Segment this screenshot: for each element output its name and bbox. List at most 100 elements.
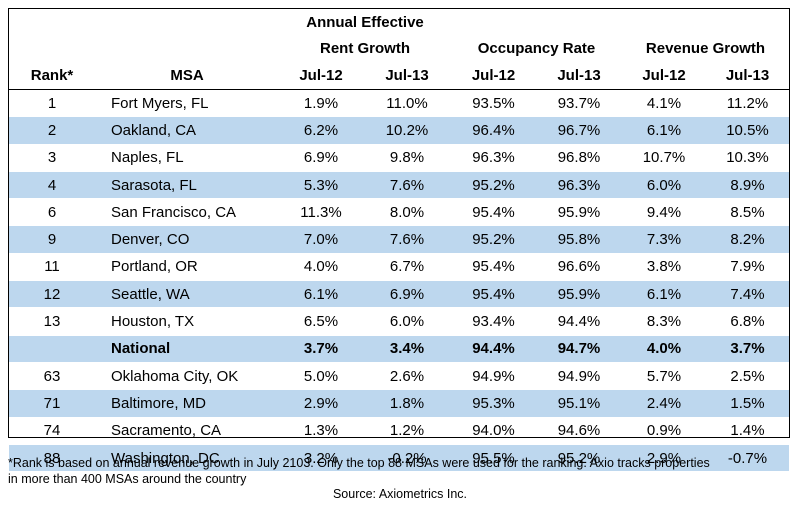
cell-msa: Sacramento, CA <box>95 417 279 445</box>
cell-rank <box>9 335 95 363</box>
table-row: 1 Fort Myers, FL 1.9% 11.0% 93.5% 93.7% … <box>9 89 789 118</box>
cell-rent-jul12: 5.3% <box>279 171 363 200</box>
cell-msa: Fort Myers, FL <box>95 89 279 118</box>
cell-rev-jul12: 9.4% <box>622 198 706 227</box>
col-header-occ-jul13: Jul-13 <box>536 61 622 90</box>
cell-rev-jul13: 2.5% <box>706 362 789 391</box>
cell-rank: 1 <box>9 89 95 118</box>
cell-rent-jul13: 6.0% <box>363 307 451 336</box>
cell-rank: 11 <box>9 253 95 282</box>
cell-rent-jul12: 1.3% <box>279 417 363 445</box>
cell-rank: 3 <box>9 144 95 172</box>
table-row: 6 San Francisco, CA 11.3% 8.0% 95.4% 95.… <box>9 198 789 227</box>
cell-rev-jul12: 7.3% <box>622 225 706 254</box>
cell-occ-jul12: 95.4% <box>451 280 536 309</box>
cell-occ-jul12: 94.9% <box>451 362 536 391</box>
cell-rank: 2 <box>9 116 95 145</box>
cell-occ-jul12: 95.4% <box>451 253 536 282</box>
cell-rent-jul13: 7.6% <box>363 171 451 200</box>
cell-occ-jul13: 93.7% <box>536 89 622 118</box>
col-header-occ-jul12: Jul-12 <box>451 61 536 90</box>
cell-rev-jul13: 10.3% <box>706 144 789 172</box>
cell-msa: San Francisco, CA <box>95 198 279 227</box>
cell-rank: 4 <box>9 171 95 200</box>
table-row: 71 Baltimore, MD 2.9% 1.8% 95.3% 95.1% 2… <box>9 389 789 418</box>
cell-rev-jul13: 11.2% <box>706 89 789 118</box>
cell-rev-jul12: 2.4% <box>622 389 706 418</box>
cell-msa: Seattle, WA <box>95 280 279 309</box>
cell-rent-jul13: 9.8% <box>363 144 451 172</box>
cell-msa: Naples, FL <box>95 144 279 172</box>
footnote: *Rank is based on annual revenue growth … <box>8 455 788 487</box>
cell-rev-jul12: 3.8% <box>622 253 706 282</box>
cell-msa: Washington, DC <box>95 444 279 472</box>
cell-occ-jul13: 96.7% <box>536 116 622 145</box>
cell-rev-jul13: -0.7% <box>706 444 789 472</box>
cell-rev-jul12: 6.1% <box>622 280 706 309</box>
table-row: 74 Sacramento, CA 1.3% 1.2% 94.0% 94.6% … <box>9 417 789 445</box>
cell-occ-jul12: 94.4% <box>451 335 536 363</box>
footnote-line-2: in more than 400 MSAs around the country <box>8 472 247 486</box>
cell-msa: Portland, OR <box>95 253 279 282</box>
cell-occ-jul13: 95.8% <box>536 225 622 254</box>
group-header-rent-line1: Annual Effective <box>306 13 424 31</box>
table-row: 63 Oklahoma City, OK 5.0% 2.6% 94.9% 94.… <box>9 362 789 391</box>
col-header-rev-jul12: Jul-12 <box>622 61 706 90</box>
cell-occ-jul13: 96.6% <box>536 253 622 282</box>
cell-rent-jul12: 7.0% <box>279 225 363 254</box>
cell-occ-jul12: 93.4% <box>451 307 536 336</box>
table-row: 4 Sarasota, FL 5.3% 7.6% 95.2% 96.3% 6.0… <box>9 171 789 200</box>
cell-rank: 63 <box>9 362 95 391</box>
cell-rev-jul12: 6.1% <box>622 116 706 145</box>
table-row: 88 Washington, DC 3.2% -0.2% 95.5% 95.2%… <box>9 444 789 472</box>
data-table-frame: Annual Effective Rent Growth Occupancy R… <box>8 8 790 472</box>
cell-occ-jul12: 96.4% <box>451 116 536 145</box>
cell-rev-jul12: 6.0% <box>622 171 706 200</box>
group-header-rent-line2: Rent Growth <box>320 39 410 57</box>
cell-occ-jul12: 94.0% <box>451 417 536 445</box>
cell-rev-jul13: 1.5% <box>706 389 789 418</box>
table-row: 3 Naples, FL 6.9% 9.8% 96.3% 96.8% 10.7%… <box>9 144 789 172</box>
cell-occ-jul12: 95.2% <box>451 225 536 254</box>
cell-rev-jul13: 7.4% <box>706 280 789 309</box>
cell-rent-jul13: -0.2% <box>363 444 451 472</box>
cell-occ-jul13: 94.9% <box>536 362 622 391</box>
group-header-occupancy: Occupancy Rate <box>477 39 596 57</box>
table-row: 12 Seattle, WA 6.1% 6.9% 95.4% 95.9% 6.1… <box>9 280 789 309</box>
table-row: 13 Houston, TX 6.5% 6.0% 93.4% 94.4% 8.3… <box>9 307 789 336</box>
cell-rank: 6 <box>9 198 95 227</box>
cell-rank: 88 <box>9 444 95 472</box>
cell-rent-jul13: 1.2% <box>363 417 451 445</box>
cell-msa: National <box>95 335 279 363</box>
cell-rank: 74 <box>9 417 95 445</box>
cell-rev-jul13: 1.4% <box>706 417 789 445</box>
cell-occ-jul13: 95.2% <box>536 444 622 472</box>
cell-rev-jul12: 8.3% <box>622 307 706 336</box>
col-header-rev-jul13: Jul-13 <box>706 61 789 90</box>
cell-occ-jul13: 96.8% <box>536 144 622 172</box>
cell-rank: 71 <box>9 389 95 418</box>
cell-rent-jul12: 2.9% <box>279 389 363 418</box>
cell-msa: Denver, CO <box>95 225 279 254</box>
cell-rev-jul12: 0.9% <box>622 417 706 445</box>
cell-rent-jul12: 3.2% <box>279 444 363 472</box>
cell-rank: 13 <box>9 307 95 336</box>
cell-rev-jul13: 7.9% <box>706 253 789 282</box>
group-header-revenue: Revenue Growth <box>645 39 766 57</box>
cell-occ-jul12: 95.3% <box>451 389 536 418</box>
cell-rev-jul13: 8.5% <box>706 198 789 227</box>
col-header-rent-jul12: Jul-12 <box>279 61 363 90</box>
cell-rent-jul13: 11.0% <box>363 89 451 118</box>
col-header-msa: MSA <box>95 61 279 90</box>
cell-rev-jul13: 8.9% <box>706 171 789 200</box>
cell-rev-jul13: 10.5% <box>706 116 789 145</box>
cell-occ-jul13: 94.4% <box>536 307 622 336</box>
cell-occ-jul12: 96.3% <box>451 144 536 172</box>
cell-occ-jul13: 95.9% <box>536 280 622 309</box>
cell-rent-jul13: 10.2% <box>363 116 451 145</box>
cell-rev-jul13: 8.2% <box>706 225 789 254</box>
cell-rent-jul12: 6.1% <box>279 280 363 309</box>
cell-occ-jul12: 93.5% <box>451 89 536 118</box>
cell-rank: 9 <box>9 225 95 254</box>
cell-occ-jul13: 95.1% <box>536 389 622 418</box>
